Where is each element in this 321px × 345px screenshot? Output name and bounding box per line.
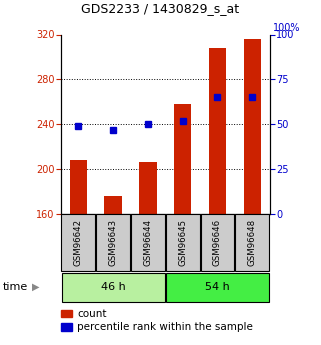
- Bar: [209, 48, 226, 214]
- Bar: [166, 273, 269, 302]
- Bar: [235, 214, 269, 271]
- Bar: [244, 39, 261, 214]
- Text: GSM96645: GSM96645: [178, 219, 187, 266]
- Bar: [166, 214, 200, 271]
- Text: 46 h: 46 h: [101, 282, 126, 292]
- Bar: [139, 162, 157, 214]
- Bar: [201, 214, 234, 271]
- Text: GSM96644: GSM96644: [143, 219, 152, 266]
- Text: percentile rank within the sample: percentile rank within the sample: [77, 322, 253, 332]
- Bar: [70, 160, 87, 214]
- Text: 100%: 100%: [273, 23, 300, 33]
- Text: ▶: ▶: [32, 282, 39, 292]
- Text: count: count: [77, 309, 107, 318]
- Text: GSM96643: GSM96643: [108, 219, 118, 266]
- Bar: [174, 104, 191, 214]
- Text: time: time: [3, 282, 29, 292]
- Text: GSM96646: GSM96646: [213, 219, 222, 266]
- Text: GSM96642: GSM96642: [74, 219, 83, 266]
- Bar: [104, 196, 122, 214]
- Bar: [131, 214, 165, 271]
- Bar: [61, 214, 95, 271]
- Text: GDS2233 / 1430829_s_at: GDS2233 / 1430829_s_at: [82, 2, 239, 16]
- Text: 54 h: 54 h: [205, 282, 230, 292]
- Bar: [96, 214, 130, 271]
- Bar: [62, 273, 165, 302]
- Text: GSM96648: GSM96648: [248, 219, 257, 266]
